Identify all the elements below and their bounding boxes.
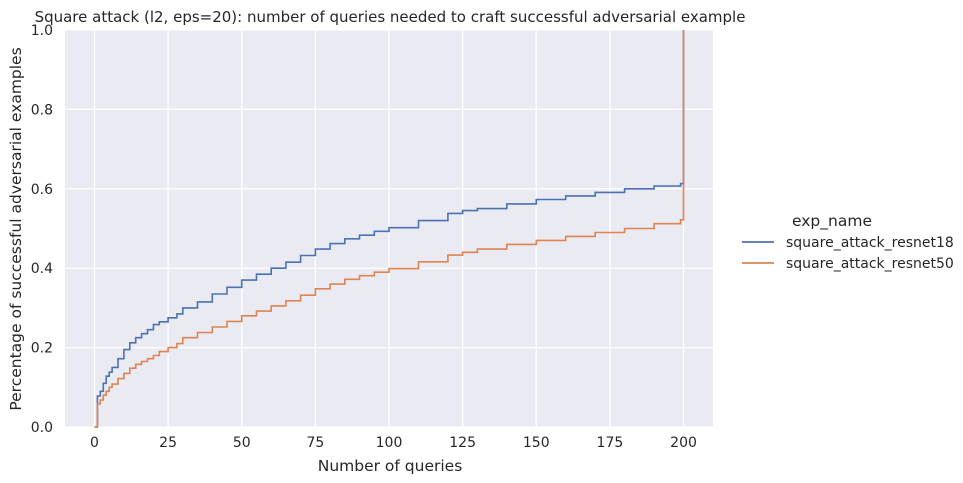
legend-title: exp_name <box>792 212 872 231</box>
x-tick-label: 200 <box>670 435 697 451</box>
series-line-square_attack_resnet18 <box>94 30 685 428</box>
x-tick-label: 150 <box>523 435 550 451</box>
y-tick-label: 0.0 <box>31 420 53 436</box>
series-layer <box>94 30 685 428</box>
legend: exp_name square_attack_resnet18 square_at… <box>742 212 954 272</box>
x-axis-ticks: 0 25 50 75 100 125 150 175 200 <box>90 435 697 451</box>
y-tick-label: 0.4 <box>31 261 53 277</box>
x-tick-label: 50 <box>233 435 251 451</box>
x-tick-label: 100 <box>376 435 403 451</box>
x-tick-label: 25 <box>159 435 177 451</box>
y-axis-label: Percentage of successful adversarial exa… <box>7 47 25 410</box>
x-tick-label: 175 <box>597 435 624 451</box>
y-tick-label: 0.6 <box>31 182 53 198</box>
x-tick-label: 0 <box>90 435 99 451</box>
legend-label: square_attack_resnet18 <box>786 235 954 251</box>
x-axis-label: Number of queries <box>318 457 463 475</box>
x-tick-label: 75 <box>306 435 324 451</box>
legend-label: square_attack_resnet50 <box>786 256 954 272</box>
y-tick-label: 1.0 <box>31 23 53 39</box>
series-line-square_attack_resnet50 <box>94 30 685 428</box>
x-tick-label: 125 <box>449 435 476 451</box>
y-axis-ticks: 0.0 0.2 0.4 0.6 0.8 1.0 <box>31 23 53 436</box>
y-tick-label: 0.8 <box>31 102 53 118</box>
chart-title: Square attack (l2, eps=20): number of qu… <box>35 8 746 26</box>
y-tick-label: 0.2 <box>31 341 53 357</box>
